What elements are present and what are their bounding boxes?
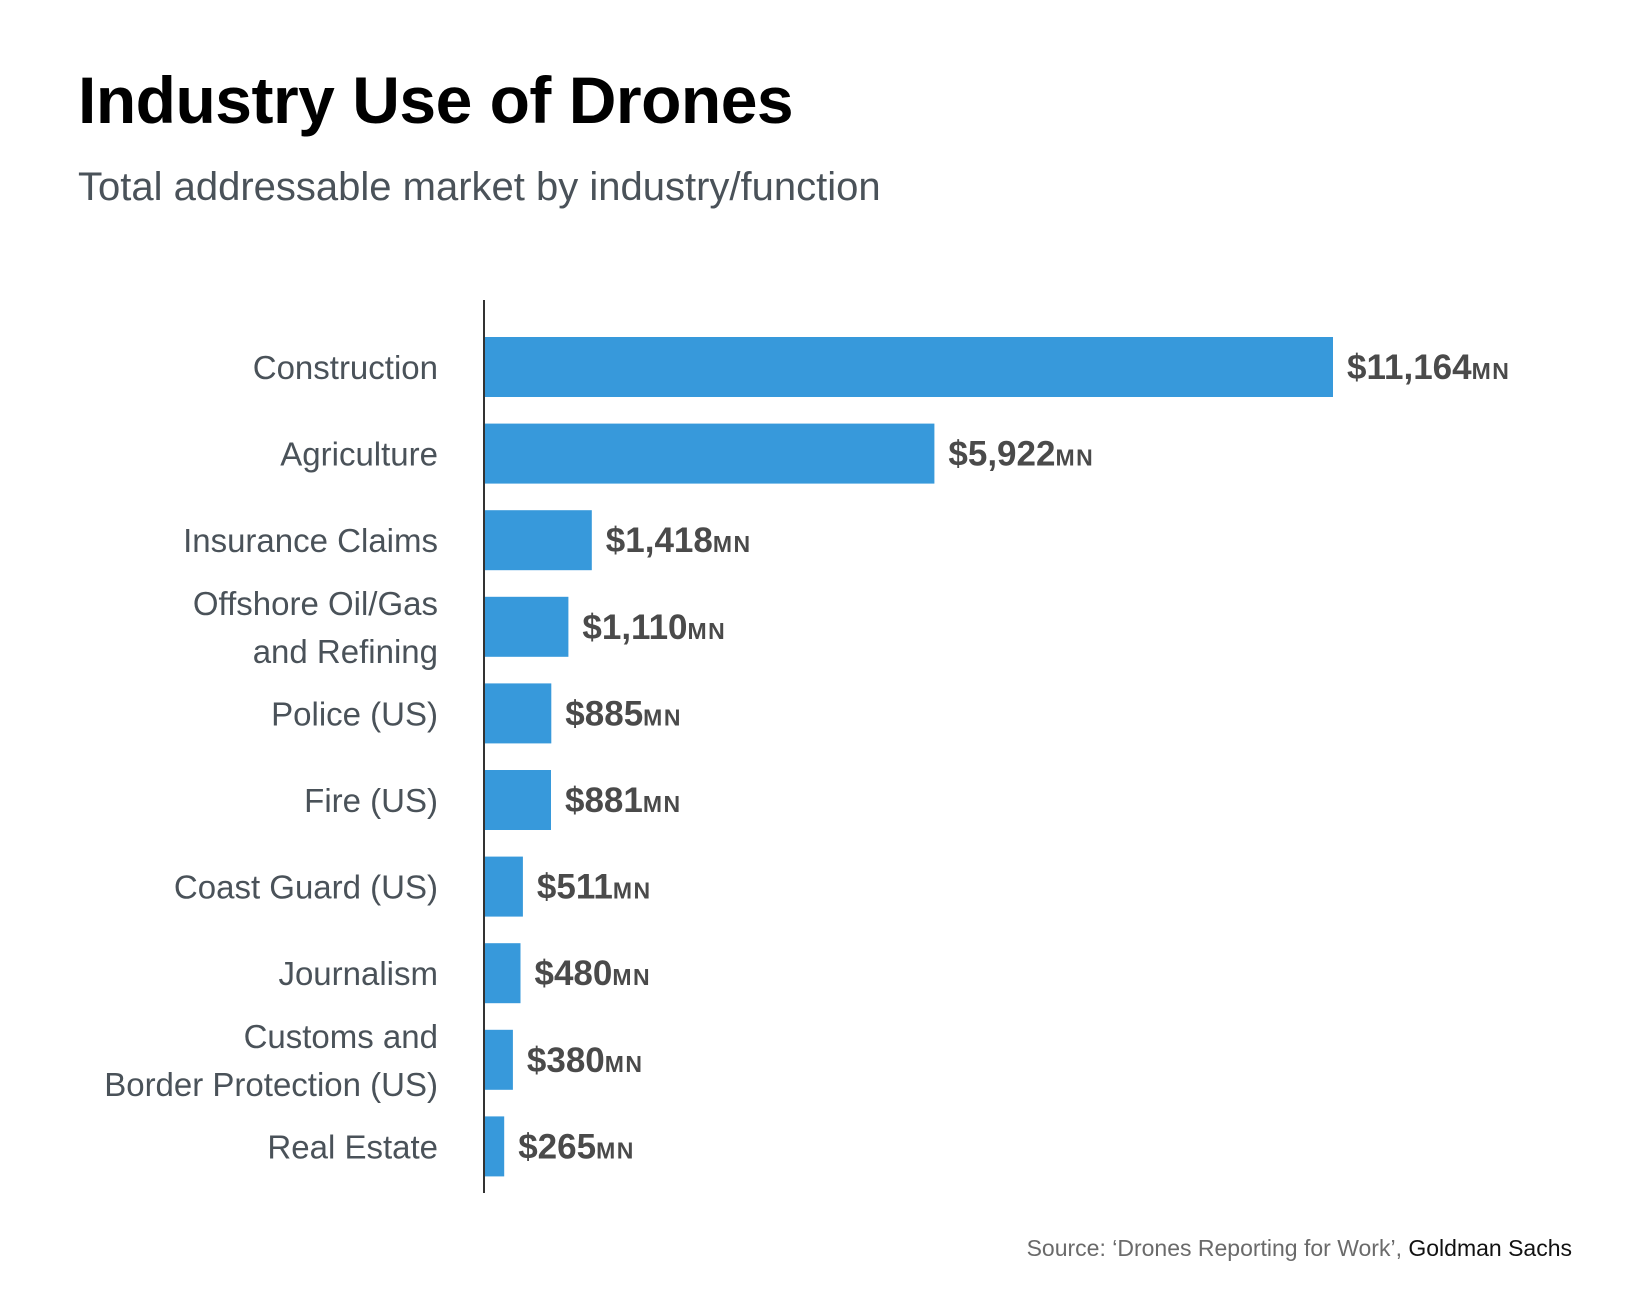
value-unit: MN <box>596 1137 635 1163</box>
value-number: $511 <box>537 868 613 907</box>
value-unit: MN <box>613 878 652 904</box>
value-number: $480 <box>535 954 613 993</box>
value-number: $1,110 <box>582 608 687 647</box>
value-label: $380MN <box>527 1041 644 1080</box>
category-label: Journalism <box>278 955 438 992</box>
category-label: Fire (US) <box>304 782 438 819</box>
category-label: Coast Guard (US) <box>174 869 438 906</box>
category-label: Real Estate <box>267 1128 438 1165</box>
bar <box>484 683 552 744</box>
source-publisher: Goldman Sachs <box>1408 1235 1572 1261</box>
value-unit: MN <box>1472 358 1511 384</box>
bar <box>484 856 523 917</box>
value-number: $380 <box>527 1041 605 1080</box>
value-number: $885 <box>565 694 643 733</box>
value-number: $1,418 <box>606 521 713 560</box>
value-unit: MN <box>643 791 682 817</box>
value-label: $1,110MN <box>582 608 726 647</box>
bar <box>484 596 569 657</box>
bar <box>484 423 935 484</box>
value-number: $265 <box>518 1127 596 1166</box>
value-unit: MN <box>643 704 682 730</box>
category-label: Insurance Claims <box>183 522 438 559</box>
category-label: and Refining <box>253 633 438 670</box>
value-unit: MN <box>1055 445 1094 471</box>
chart-title: Industry Use of Drones <box>78 63 794 137</box>
bar <box>484 510 592 571</box>
bar <box>484 337 1333 397</box>
source-note: Source: ‘Drones Reporting for Work’, Gol… <box>1027 1235 1572 1262</box>
value-number: $881 <box>565 781 643 820</box>
source-prefix: Source: ‘Drones Reporting for Work’, <box>1026 1235 1409 1261</box>
value-label: $5,922MN <box>948 435 1094 474</box>
value-number: $5,922 <box>948 435 1055 474</box>
value-label: $1,418MN <box>606 521 752 560</box>
value-unit: MN <box>688 618 727 644</box>
value-unit: MN <box>605 1051 644 1077</box>
chart-subtitle: Total addressable market by industry/fun… <box>78 165 881 209</box>
category-label: Customs and <box>244 1018 438 1055</box>
bar <box>484 1116 505 1177</box>
value-label: $265MN <box>518 1127 635 1166</box>
value-unit: MN <box>713 531 752 557</box>
value-label: $480MN <box>535 954 652 993</box>
category-label: Agriculture <box>280 436 438 473</box>
category-label: Border Protection (US) <box>104 1066 438 1103</box>
value-label: $11,164MN <box>1347 348 1510 387</box>
value-label: $885MN <box>565 694 682 733</box>
value-number: $11,164 <box>1347 348 1472 387</box>
bar <box>484 1029 513 1090</box>
category-label: Offshore Oil/Gas <box>193 585 438 622</box>
category-label: Police (US) <box>271 695 438 732</box>
value-label: $881MN <box>565 781 682 820</box>
value-label: $511MN <box>537 868 652 907</box>
category-label: Construction <box>253 349 438 386</box>
value-unit: MN <box>612 964 651 990</box>
bar <box>484 770 551 830</box>
bar <box>484 943 521 1004</box>
